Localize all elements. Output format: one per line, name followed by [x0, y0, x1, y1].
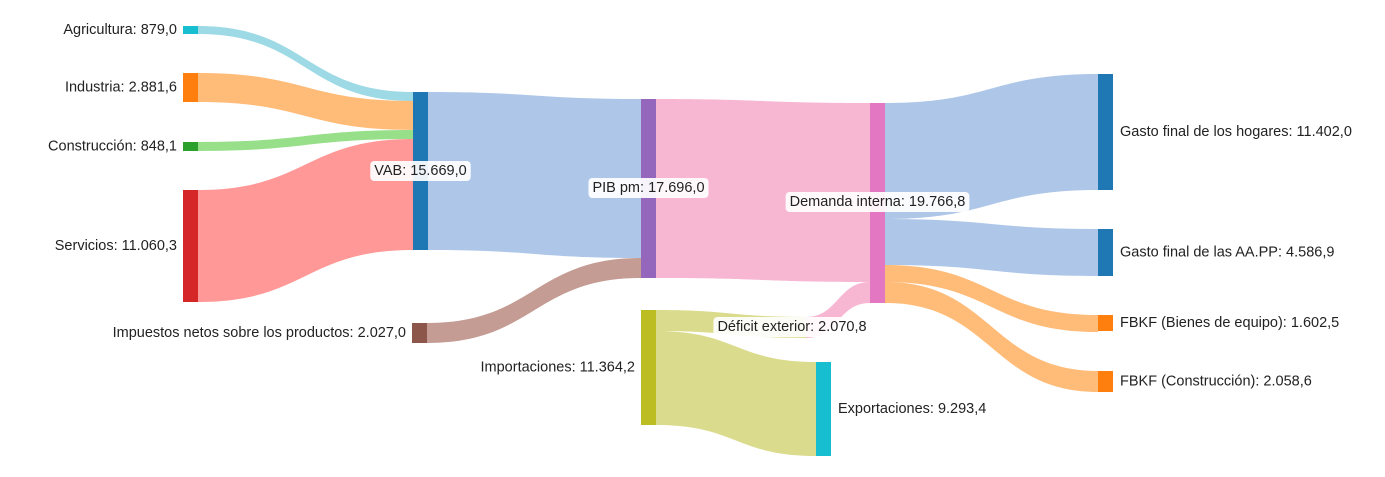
sankey-link-demanda-to-hogares — [885, 74, 1098, 219]
sankey-label-servicios: Servicios: 11.060,3 — [55, 238, 177, 254]
sankey-label-aapp: Gasto final de las AA.PP: 4.586,9 — [1120, 245, 1334, 261]
sankey-label-demanda: Demanda interna: 19.766,8 — [790, 194, 966, 210]
sankey-node-aapp — [1098, 229, 1113, 276]
sankey-label-bg-deficit — [713, 317, 871, 337]
sankey-label-exportaciones: Exportaciones: 9.293,4 — [838, 401, 986, 417]
sankey-link-impuestos-to-pib — [427, 258, 641, 343]
sankey-label-importaciones: Importaciones: 11.364,2 — [481, 360, 636, 376]
sankey-label-hogares: Gasto final de los hogares: 11.402,0 — [1120, 124, 1352, 140]
sankey-label-fbkf_equipo: FBKF (Bienes de equipo): 1.602,5 — [1120, 315, 1339, 331]
sankey-label-fbkf_constr: FBKF (Construcción): 2.058,6 — [1120, 374, 1312, 390]
sankey-label-bg-pib — [588, 178, 709, 198]
sankey-link-construccion-to-vab — [198, 130, 413, 151]
sankey-label-bg-vab — [370, 161, 471, 181]
sankey-node-industria — [183, 73, 198, 102]
sankey-node-fbkf_constr — [1098, 371, 1113, 392]
sankey-labels: Agricultura: 879,0 Industria: 2.881,6 Cons… — [48, 22, 1352, 417]
sankey-label-bg-demanda — [785, 192, 970, 212]
sankey-link-demanda-to-fbkf_constr — [885, 282, 1098, 392]
sankey-link-importaciones-to-exportaciones — [656, 331, 816, 456]
sankey-label-pib: PIB pm: 17.696,0 — [592, 180, 704, 196]
sankey-links — [198, 26, 1098, 456]
sankey-nodes — [183, 26, 1113, 456]
sankey-node-exportaciones — [816, 362, 831, 456]
sankey-label-impuestos: Impuestos netos sobre los productos: 2.0… — [113, 325, 406, 341]
sankey-node-impuestos — [412, 323, 427, 343]
sankey-link-servicios-to-vab — [198, 139, 413, 302]
sankey-link-vab-to-pib — [428, 92, 641, 258]
sankey-node-construccion — [183, 142, 198, 151]
sankey-node-importaciones — [641, 310, 656, 425]
sankey-link-agricultura-to-vab — [198, 26, 413, 101]
sankey-node-hogares — [1098, 74, 1113, 190]
sankey-label-deficit: Déficit exterior: 2.070,8 — [717, 319, 866, 335]
sankey-label-vab: VAB: 15.669,0 — [374, 163, 466, 179]
sankey-link-pib-to-demanda — [656, 99, 870, 282]
sankey-link-industria-to-vab — [198, 73, 413, 130]
sankey-node-servicios — [183, 190, 198, 302]
sankey-node-fbkf_equipo — [1098, 315, 1113, 331]
sankey-link-demanda-to-fbkf_equipo — [885, 265, 1098, 332]
sankey-label-agricultura: Agricultura: 879,0 — [63, 22, 177, 38]
sankey-label-construccion: Construcción: 848,1 — [48, 139, 177, 155]
sankey-node-agricultura — [183, 26, 198, 34]
sankey-link-demanda-to-aapp — [885, 219, 1098, 276]
sankey-label-industria: Industria: 2.881,6 — [65, 80, 177, 96]
